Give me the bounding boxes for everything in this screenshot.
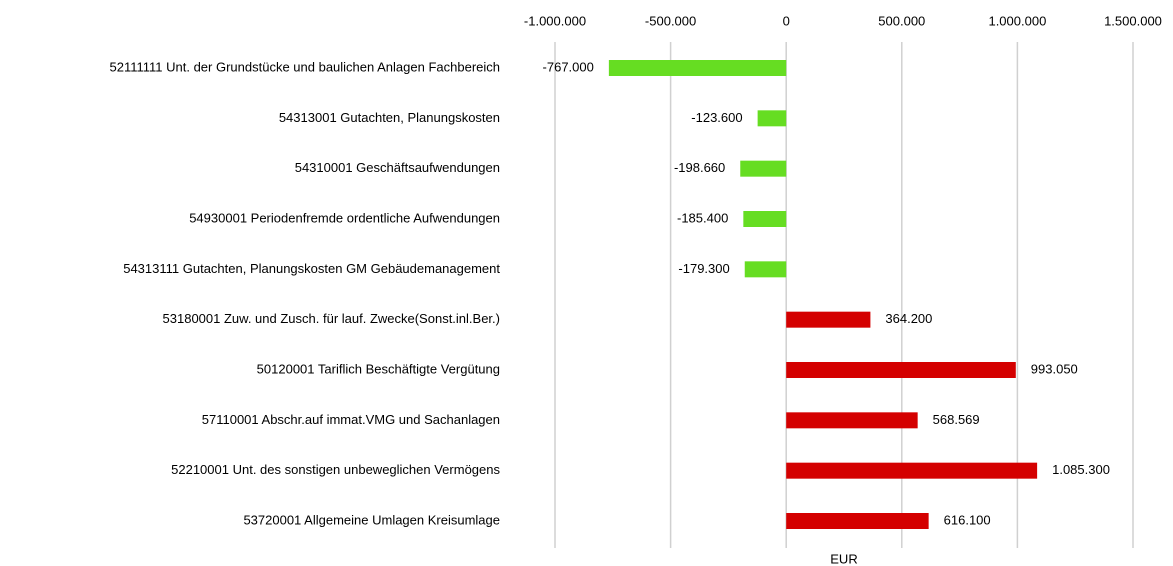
y-tick-label: 54313111 Gutachten, Planungskosten GM Ge… (123, 261, 500, 276)
y-tick-label: 54313001 Gutachten, Planungskosten (279, 110, 500, 125)
x-tick-label: 1.000.000 (988, 13, 1046, 28)
x-tick-label: -1.000.000 (524, 13, 586, 28)
y-tick-label: 57110001 Abschr.auf immat.VMG und Sachan… (202, 412, 500, 427)
bar (744, 261, 787, 278)
x-tick-label: -500.000 (645, 13, 696, 28)
bar (740, 160, 787, 177)
x-tick-label: 500.000 (878, 13, 925, 28)
value-label: 616.100 (944, 512, 991, 527)
bar (743, 211, 787, 227)
value-label: -185.400 (677, 210, 728, 225)
y-tick-label: 52210001 Unt. des sonstigen unbewegliche… (171, 462, 500, 477)
value-label: -767.000 (543, 59, 594, 74)
bar (786, 462, 1038, 479)
bar (786, 412, 918, 429)
y-tick-label: 50120001 Tariflich Beschäftigte Vergütun… (257, 361, 500, 376)
bar (786, 311, 871, 328)
x-axis-label: EUR (830, 551, 857, 566)
value-label: -123.600 (691, 110, 742, 125)
value-label: -198.660 (674, 160, 725, 175)
bar (786, 362, 1016, 378)
value-label: 568.569 (933, 412, 980, 427)
value-label: 993.050 (1031, 361, 1078, 376)
x-tick-label: 0 (783, 13, 790, 28)
value-label: 1.085.300 (1052, 462, 1110, 477)
y-tick-label: 54930001 Periodenfremde ordentliche Aufw… (189, 210, 500, 225)
bar (757, 110, 787, 127)
y-tick-label: 53180001 Zuw. und Zusch. für lauf. Zweck… (163, 311, 500, 326)
y-tick-label: 52111111 Unt. der Grundstücke und baulic… (109, 59, 500, 74)
y-tick-label: 53720001 Allgemeine Umlagen Kreisumlage (243, 512, 500, 527)
bar (608, 60, 787, 76)
value-label: -179.300 (678, 261, 729, 276)
x-tick-label: 1.500.000 (1104, 13, 1162, 28)
value-label: 364.200 (885, 311, 932, 326)
y-tick-label: 54310001 Geschäftsaufwendungen (295, 160, 500, 175)
bar (786, 513, 929, 529)
